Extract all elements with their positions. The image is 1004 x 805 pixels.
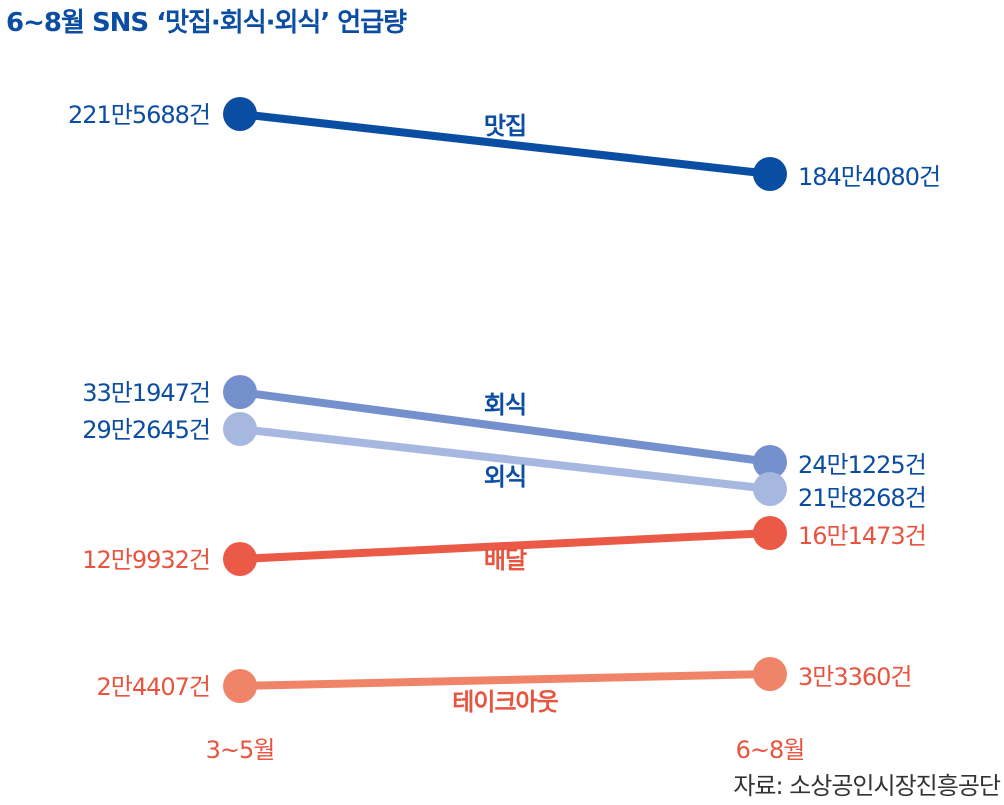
series-2-line xyxy=(236,388,774,466)
series-4-line xyxy=(236,529,774,563)
series-5-point-1 xyxy=(223,669,257,703)
series-4-name: 배달 xyxy=(484,546,527,574)
series-4-point-2 xyxy=(753,516,787,550)
series-2-point-2 xyxy=(753,445,787,479)
series-2-name: 회식 xyxy=(484,391,526,419)
series-1-label-1: 221만5688건 xyxy=(68,101,210,129)
source-note: 자료: 소상공인시장진흥공단 xyxy=(733,772,1001,800)
series-3-name: 외식 xyxy=(484,463,526,491)
series-3-label-2: 21만8268건 xyxy=(798,484,926,512)
series-1-name: 맛집 xyxy=(484,112,526,140)
series-5-name: 테이크아웃 xyxy=(452,688,558,716)
series-2-label-2: 24만1225건 xyxy=(798,451,926,479)
x-tick-label-2: 6~8월 xyxy=(736,736,805,764)
series-4-point-1 xyxy=(223,542,257,576)
chart-title: 6~8월 SNS ‘맛집·회식·외식’ 언급량 xyxy=(6,8,407,38)
x-tick-label-1: 3~5월 xyxy=(206,736,275,764)
series-5-label-2: 3만3360건 xyxy=(798,663,912,691)
series-1-line xyxy=(236,110,774,178)
series-3-point-2 xyxy=(753,472,787,506)
series-1-label-2: 184만4080건 xyxy=(798,163,940,191)
series-1-point-1 xyxy=(223,97,257,131)
series-3-label-1: 29만2645건 xyxy=(82,416,210,444)
series-5-line xyxy=(236,670,774,690)
series-5-label-1: 2만4407건 xyxy=(96,673,210,701)
series-4-label-1: 12만9932건 xyxy=(82,546,210,574)
series-2-point-1 xyxy=(223,375,257,409)
series-2-label-1: 33만1947건 xyxy=(82,379,210,407)
series-5-point-2 xyxy=(753,657,787,691)
series-4-label-2: 16만1473건 xyxy=(798,522,926,550)
series-1-point-2 xyxy=(753,157,787,191)
series-3-line xyxy=(236,425,774,493)
series-3-point-1 xyxy=(223,412,257,446)
